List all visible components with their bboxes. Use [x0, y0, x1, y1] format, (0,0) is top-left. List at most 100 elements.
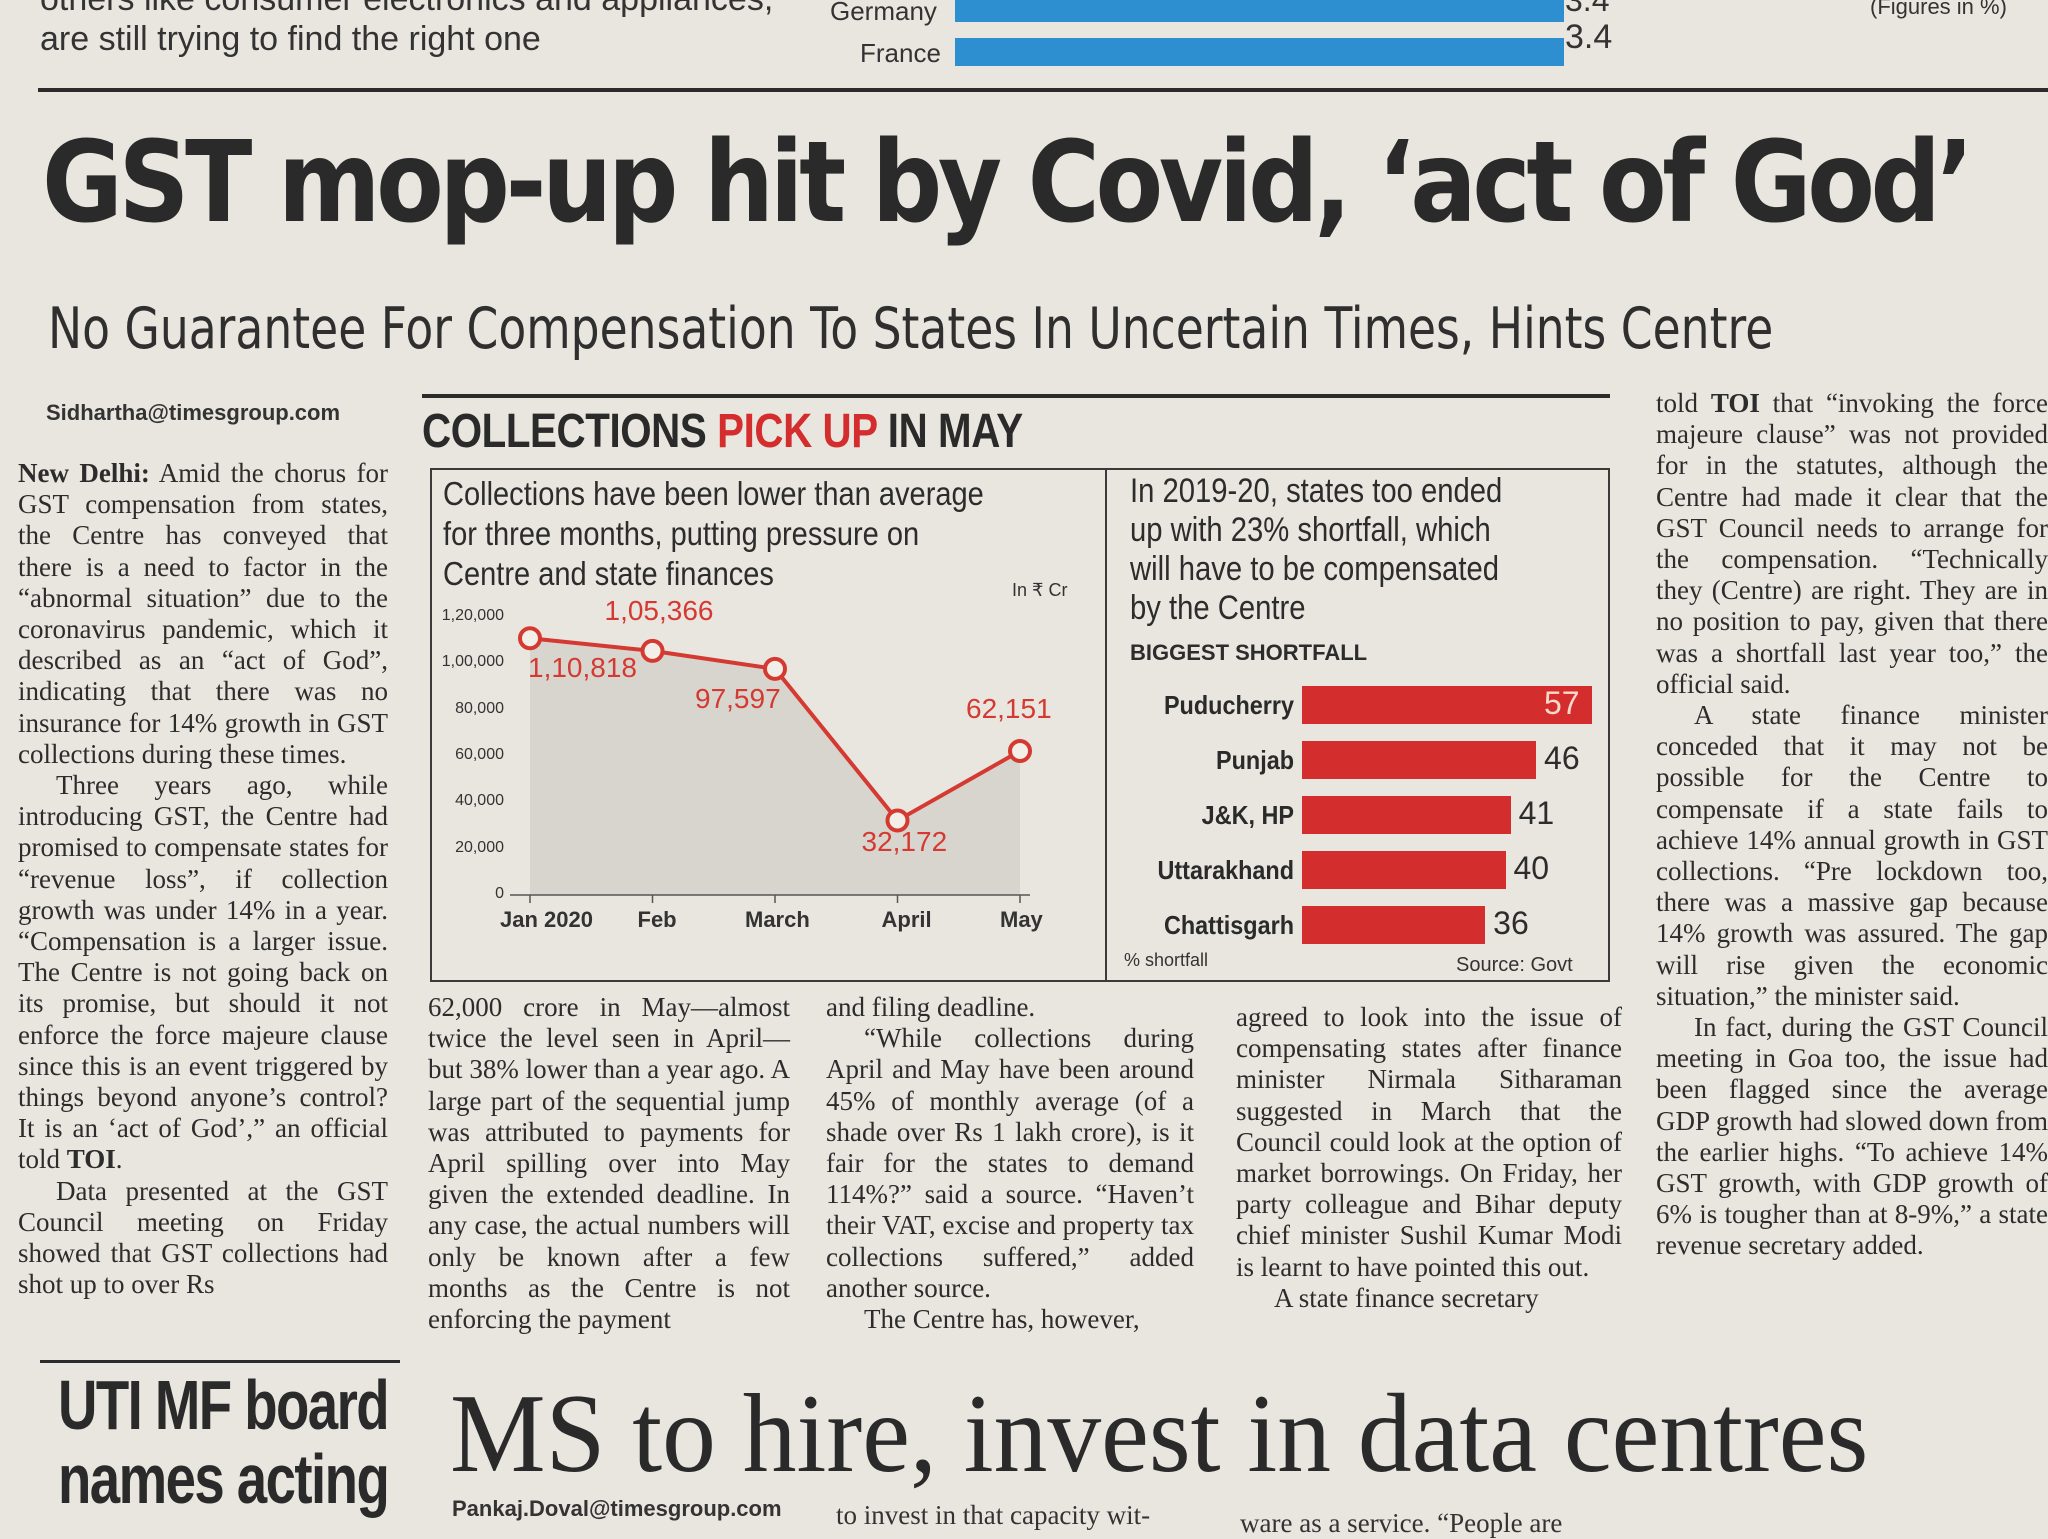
country-bar-france [955, 38, 1564, 66]
ms-snippet-b: ware as a service. “People are [1240, 1508, 1563, 1538]
shortfall-bar [1302, 796, 1511, 834]
x-tick-label: May [1000, 907, 1043, 932]
point-value-label: 1,05,366 [604, 594, 714, 626]
y-tick-label: 1,00,000 [441, 653, 504, 671]
col1-p1: Amid the chorus for GST compensation fro… [18, 458, 388, 769]
byline: Sidhartha@timesgroup.com [46, 400, 341, 425]
line-caption-3: Centre and state finances [443, 555, 774, 592]
bar-value-label: 41 [1518, 795, 1555, 831]
bar-category-label: Chattisgarh [1163, 910, 1294, 940]
col1-p2: Three years ago, while introducing GST, … [18, 770, 388, 1175]
y-tick-label: 20,000 [455, 838, 504, 856]
shortfall-bar [1302, 906, 1486, 944]
col1-toi: TOI [66, 1144, 116, 1175]
bar-category-label: Puducherry [1163, 690, 1294, 720]
shortfall-bar [1302, 851, 1506, 889]
col1-p3: Data presented at the GST Council meetin… [18, 1175, 388, 1300]
x-tick-label: April [881, 907, 932, 932]
col5-p1-rest: that “invoking the force majeure clause”… [1656, 388, 2048, 699]
graphic-title: COLLECTIONS PICK UP IN MAY [422, 404, 1023, 459]
country-bar-germany [955, 0, 1564, 22]
data-point [518, 626, 542, 651]
y-tick-label: 60,000 [455, 746, 504, 763]
graphic-top-rule [422, 394, 1610, 398]
bar-value-label: 57 [1544, 685, 1580, 721]
line-caption-2: for three months, putting pressure on [443, 515, 920, 552]
point-value-label: 1,10,818 [528, 652, 637, 684]
bar-caption-2: up with 23% shortfall, which [1130, 511, 1491, 549]
uti-headline-line2: names acting [58, 1440, 390, 1518]
top-divider [38, 88, 2048, 92]
article-column-3: and filing deadline. “While collections … [826, 992, 1194, 1335]
article-column-4: agreed to look into the issue of compens… [1236, 1002, 1622, 1314]
graphic-title-part3: IN MAY [887, 405, 1023, 458]
x-tick-label: March [745, 907, 810, 932]
bar-chart-subtitle: BIGGEST SHORTFALL [1130, 640, 1368, 665]
bar-value-label: 36 [1493, 905, 1529, 941]
article-column-5: told TOI that “invoking the force majeur… [1656, 388, 2048, 1384]
figures-note: (Figures in %) [1870, 0, 2007, 19]
bottom-divider-left [40, 1360, 400, 1363]
country-label-germany: Germany [830, 0, 937, 26]
col3-p1: and filing deadline. [826, 992, 1036, 1022]
gst-collections-line-chart [510, 626, 1032, 903]
line-chart-caption: Collections have been lower than average… [443, 474, 984, 594]
y-tick-label: 40,000 [455, 792, 504, 810]
bar-category-label: Uttarakhand [1157, 855, 1294, 885]
point-value-label: 32,172 [861, 826, 948, 858]
teaser-line-2: are still trying to find the right one [40, 20, 541, 58]
unit-label: In ₹ Cr [1012, 580, 1068, 600]
ms-snippet-a: to invest in that capacity wit- [836, 1500, 1151, 1530]
article-column-2: 62,000 crore in May—almost twice the lev… [428, 992, 790, 1335]
graphic-panel-divider [1105, 468, 1107, 982]
uti-headline-line1: UTI MF board [58, 1366, 390, 1444]
country-label-france: France [860, 38, 941, 68]
col1-p2-end: . [115, 1144, 123, 1175]
bar-footer-left: % shortfall [1124, 950, 1209, 970]
bar-caption-4: by the Centre [1130, 589, 1306, 627]
col3-p2: “While collections during April and May … [826, 1023, 1194, 1303]
ms-byline: Pankaj.Doval@timesgroup.com [452, 1496, 782, 1521]
shortfall-bar [1302, 741, 1537, 779]
point-value-label: 97,597 [695, 682, 781, 714]
country-value-germany: 3.4 [1565, 0, 1610, 18]
col5-p1-start: told [1656, 388, 1711, 418]
col5-toi: TOI [1710, 388, 1760, 418]
graphic-title-part2: PICK UP [717, 405, 878, 458]
x-tick-label: Feb [637, 907, 677, 932]
ms-headline: MS to hire, invest in data centres [450, 1372, 1869, 1496]
data-point [1008, 739, 1032, 764]
headline: GST mop-up hit by Covid, ‘act of God’ [42, 118, 1974, 248]
bar-category-label: J&K, HP [1201, 800, 1294, 830]
col4-p2: A state finance secretary [1274, 1282, 1539, 1313]
subheadline: No Guarantee For Compensation To States … [48, 296, 1774, 362]
graphic-source: Source: Govt [1456, 954, 1573, 976]
bar-chart-caption: In 2019-20, states too ended up with 23%… [1130, 472, 1502, 628]
graphic-title-part1: COLLECTIONS [422, 405, 707, 458]
data-point [763, 656, 787, 681]
bar-category-label: Punjab [1215, 745, 1294, 775]
data-point [885, 808, 910, 833]
x-tick-label: Jan 2020 [500, 907, 593, 932]
col2-text: 62,000 crore in May—almost twice the lev… [428, 992, 790, 1335]
y-tick-label: 1,20,000 [441, 607, 504, 624]
col4-p1: agreed to look into the issue of compens… [1236, 1002, 1622, 1282]
dateline: New Delhi: [18, 458, 150, 488]
data-point [640, 638, 665, 663]
bar-value-label: 40 [1513, 850, 1550, 886]
article-column-1: New Delhi: Amid the chorus for GST compe… [18, 458, 388, 1300]
line-caption-1: Collections have been lower than average [443, 475, 984, 512]
y-tick-label: 0 [495, 885, 504, 902]
point-value-label: 62,151 [966, 693, 1052, 725]
bar-value-label: 46 [1544, 740, 1580, 776]
col5-p2: A state finance minister conceded that i… [1656, 700, 2048, 1011]
bar-caption-1: In 2019-20, states too ended [1130, 472, 1503, 510]
col3-p3: The Centre has, however, [864, 1304, 1140, 1335]
country-value-france: 3.4 [1565, 18, 1613, 56]
bar-caption-3: will have to be compensated [1130, 550, 1499, 588]
y-tick-label: 80,000 [455, 699, 504, 717]
shortfall-bar [1302, 686, 1592, 724]
uti-headline: UTI MF board names acting [58, 1366, 390, 1518]
graphic-frame [430, 468, 1610, 982]
